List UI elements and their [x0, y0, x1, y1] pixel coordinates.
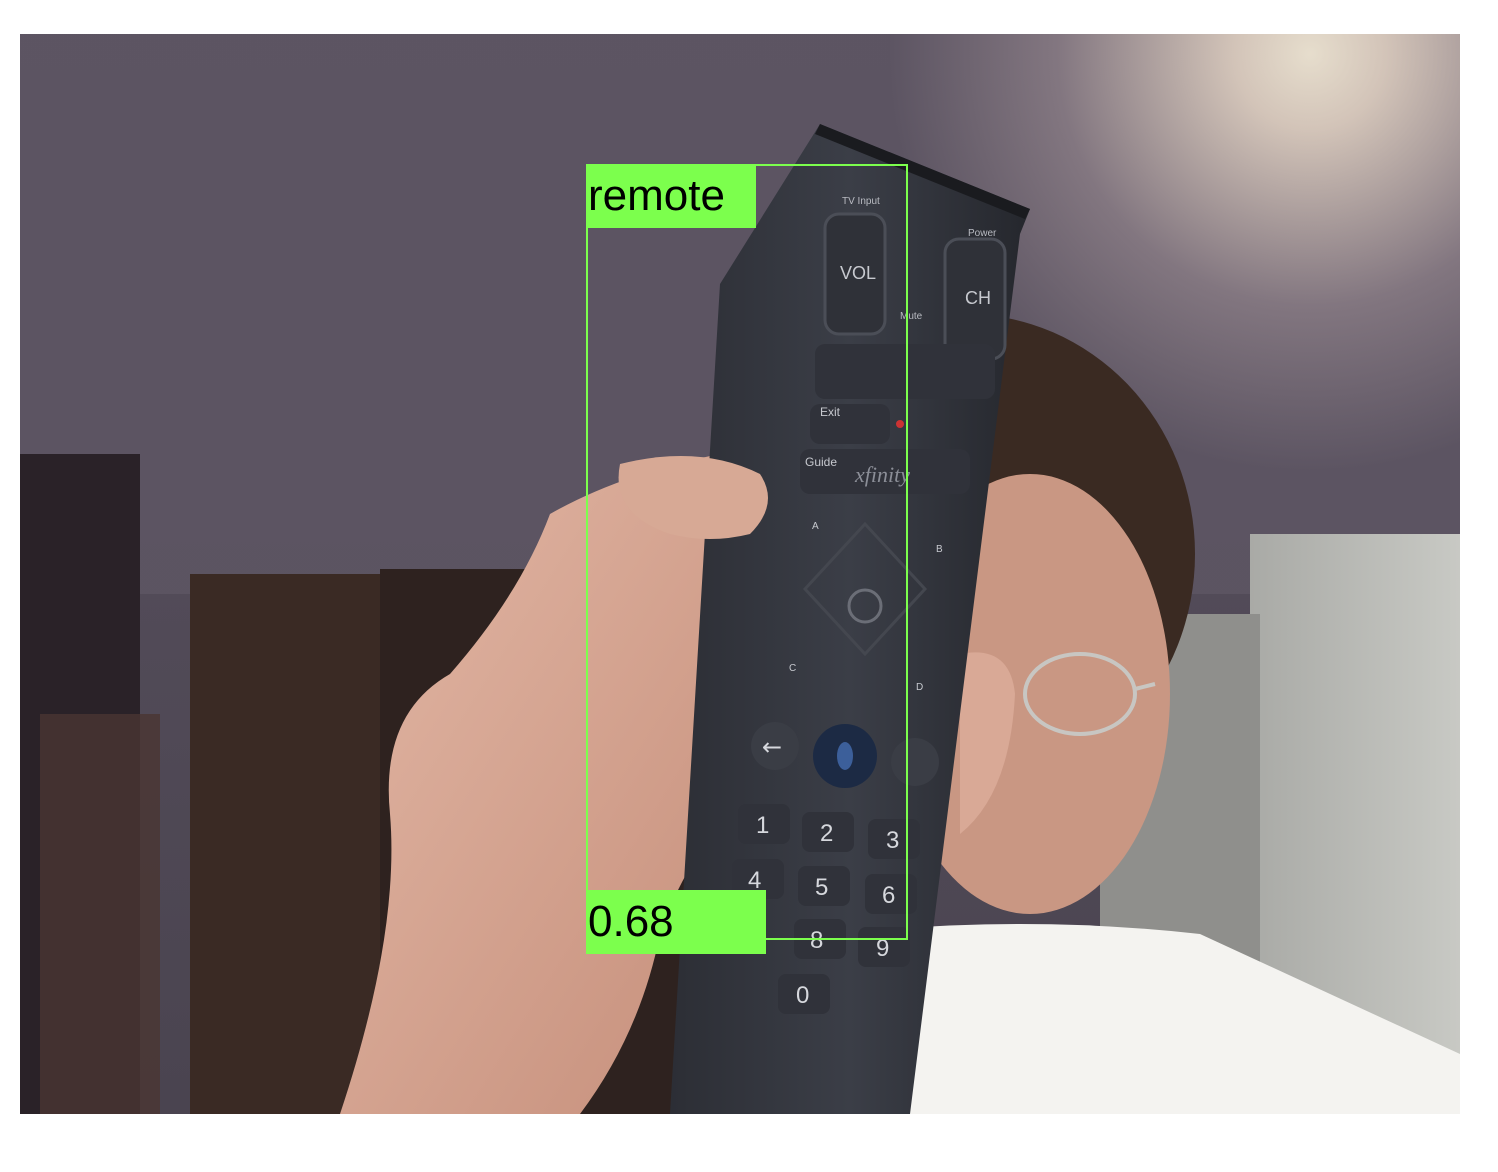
ch-label: CH — [965, 288, 991, 308]
exit-label: Exit — [820, 405, 841, 419]
svg-text:4: 4 — [748, 867, 761, 894]
photo-frame: VOL CH TV Input Power Mute Exit Guide xf… — [20, 34, 1460, 1114]
svg-text:6: 6 — [882, 882, 895, 909]
d-label: D — [916, 682, 923, 693]
brand-logo-text: xfinity — [854, 462, 910, 487]
a-label: A — [812, 521, 819, 532]
svg-text:8: 8 — [810, 927, 823, 954]
detection-class-label: remote — [586, 164, 756, 228]
svg-text:9: 9 — [876, 935, 889, 962]
svg-text:0: 0 — [796, 982, 809, 1009]
detection-score-label: 0.68 — [586, 890, 766, 954]
b-label: B — [936, 544, 943, 555]
mute-label: Mute — [900, 311, 923, 322]
record-dot — [896, 420, 904, 428]
tv-input-label: TV Input — [842, 196, 880, 207]
svg-text:3: 3 — [886, 827, 899, 854]
guide-label: Guide — [805, 455, 837, 469]
svg-text:←: ← — [762, 733, 782, 761]
c-label: C — [789, 663, 796, 674]
scene-illustration: VOL CH TV Input Power Mute Exit Guide xf… — [20, 34, 1460, 1114]
svg-text:5: 5 — [815, 874, 828, 901]
detection-box-remote — [586, 164, 908, 940]
svg-text:2: 2 — [820, 820, 833, 847]
svg-text:1: 1 — [756, 812, 769, 839]
power-label: Power — [968, 228, 997, 239]
vol-label: VOL — [840, 263, 876, 283]
